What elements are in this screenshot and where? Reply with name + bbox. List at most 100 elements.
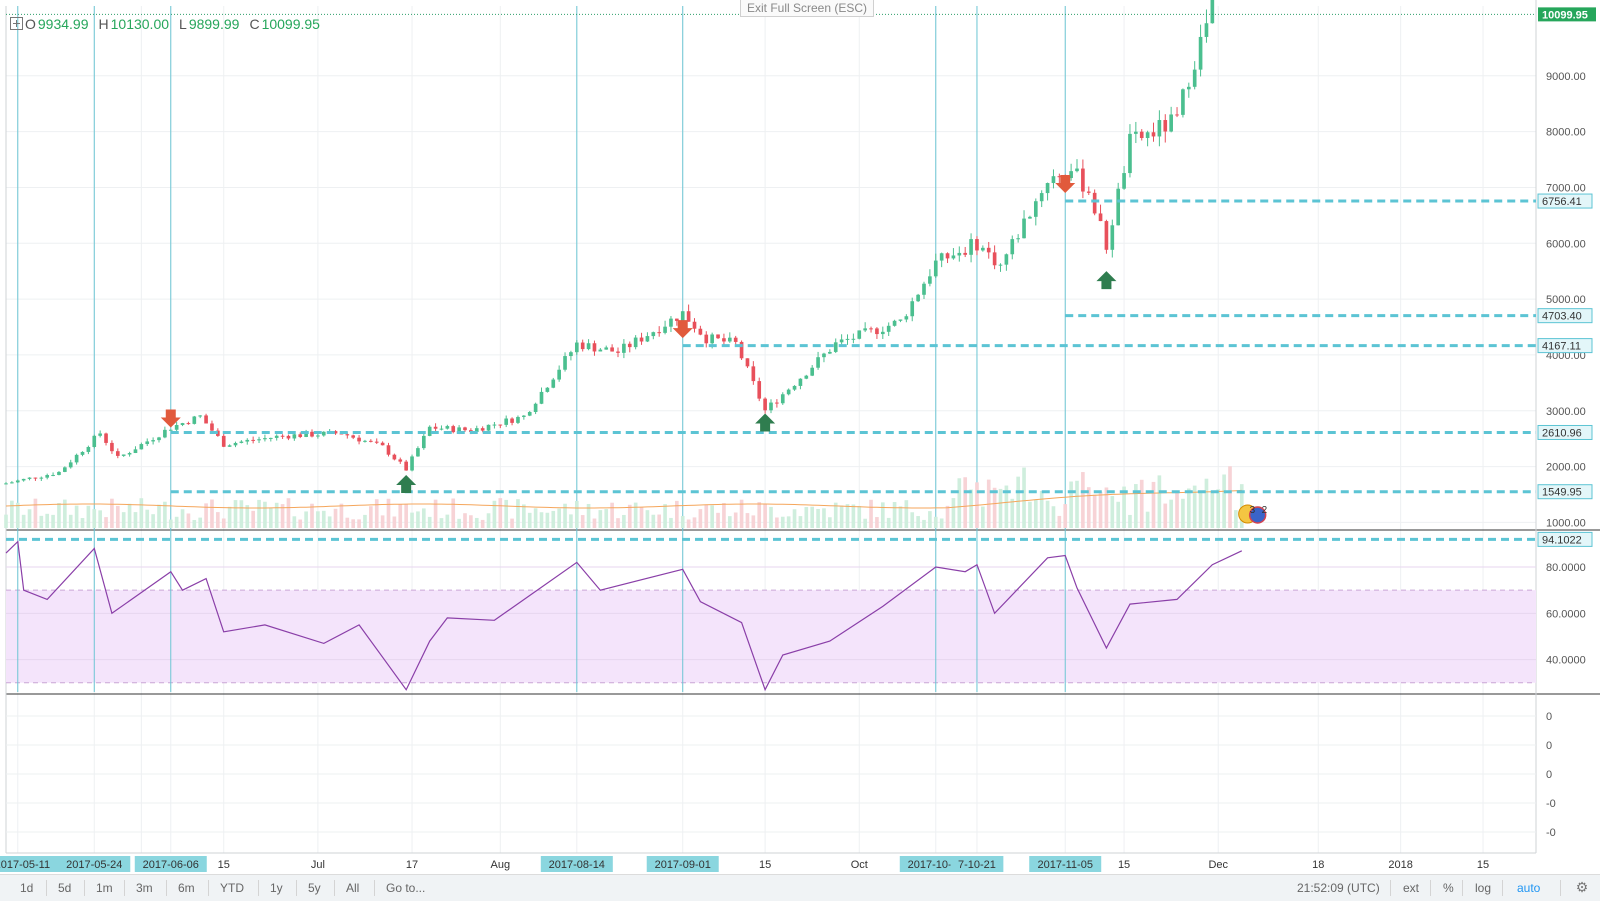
volume-bar <box>527 512 532 528</box>
volume-bar <box>839 505 844 528</box>
volume-bar <box>533 508 538 528</box>
volume-bar <box>981 506 985 528</box>
range-1y-button[interactable]: 1y <box>270 881 283 895</box>
candle <box>733 337 738 342</box>
volume-bar <box>516 499 520 528</box>
volume-bar <box>398 504 403 528</box>
volume-bar <box>404 504 408 528</box>
volume-bar <box>1016 476 1020 528</box>
time-tick-label: 2017-06-06 <box>143 859 199 871</box>
volume-bar <box>957 478 962 528</box>
candle <box>168 429 173 431</box>
volume-bar <box>780 516 785 528</box>
close-label: C <box>249 16 260 32</box>
candle <box>698 328 703 335</box>
time-tick-label: 15 <box>218 859 230 871</box>
candle <box>410 456 414 471</box>
volume-bar <box>1222 474 1226 528</box>
candle <box>822 353 826 358</box>
candle <box>975 239 979 251</box>
volume-bar <box>680 515 685 528</box>
event-badge-count: 2 <box>1262 505 1268 516</box>
volume-bar <box>763 503 767 528</box>
percent-toggle[interactable]: % <box>1443 881 1454 895</box>
volume-bar <box>1022 467 1026 528</box>
volume-bar <box>445 514 450 528</box>
auto-toggle[interactable]: auto <box>1517 881 1541 895</box>
volume-bar <box>645 510 650 528</box>
volume-bar <box>374 499 379 528</box>
volume-bar <box>610 502 614 528</box>
goto-button[interactable]: Go to... <box>386 881 426 895</box>
range-6m-button[interactable]: 6m <box>178 881 195 895</box>
candle <box>675 318 679 321</box>
candle <box>833 342 838 352</box>
volume-bar <box>68 514 73 528</box>
candle <box>139 444 144 450</box>
candle <box>1139 131 1144 139</box>
candle <box>998 264 1003 266</box>
range-ytd-button[interactable]: YTD <box>220 881 244 895</box>
volume-bar <box>1239 484 1244 528</box>
volume-bar <box>192 519 197 528</box>
volume-bar <box>163 501 167 528</box>
volume-bar <box>410 512 414 528</box>
candle <box>857 330 862 339</box>
candle <box>775 402 779 404</box>
candle <box>374 441 379 443</box>
range-all-button[interactable]: All <box>346 881 360 895</box>
gear-icon[interactable]: ⚙ <box>1575 879 1589 895</box>
utc-clock[interactable]: 21:52:09 (UTC) <box>1297 881 1380 895</box>
candle <box>616 351 620 353</box>
volume-bar <box>486 513 491 528</box>
candle <box>939 253 944 261</box>
candle <box>1010 239 1015 255</box>
range-5y-button[interactable]: 5y <box>308 881 321 895</box>
candle <box>457 427 461 433</box>
candle <box>769 402 773 411</box>
candle <box>580 342 585 350</box>
candle <box>657 332 662 334</box>
rsi-line <box>5 540 1243 692</box>
range-3m-button[interactable]: 3m <box>136 881 153 895</box>
range-1d-button[interactable]: 1d <box>20 881 34 895</box>
candle <box>651 332 656 337</box>
candle <box>404 461 408 471</box>
range-1m-button[interactable]: 1m <box>96 881 113 895</box>
candle <box>633 337 638 348</box>
buy-arrow-icon <box>396 474 417 493</box>
ext-toggle[interactable]: ext <box>1403 881 1420 895</box>
range-5d-button[interactable]: 5d <box>58 881 72 895</box>
time-marker-tag-bg <box>134 856 207 872</box>
candle <box>804 375 809 379</box>
chart-canvas[interactable]: 1000.002000.003000.004000.005000.006000.… <box>0 0 1600 874</box>
candle <box>981 247 985 251</box>
volume-bar <box>145 509 150 528</box>
candle <box>51 474 55 476</box>
volume-bar <box>439 518 444 528</box>
candle <box>986 247 991 253</box>
candle <box>86 446 91 452</box>
candle <box>433 426 438 429</box>
candle <box>1110 225 1115 250</box>
candle <box>186 423 191 425</box>
candle <box>869 328 873 330</box>
volume-bar <box>1069 481 1073 528</box>
candle <box>922 283 926 295</box>
candle <box>1104 221 1109 250</box>
volume-bar <box>1063 504 1068 528</box>
volume-bar <box>933 516 938 528</box>
log-toggle[interactable]: log <box>1475 881 1492 895</box>
volume-bar <box>416 511 420 528</box>
candle <box>916 294 920 302</box>
volume-bar <box>786 516 791 528</box>
candle <box>63 467 67 472</box>
volume-bar <box>57 502 61 528</box>
expand-icon[interactable] <box>10 17 23 30</box>
volume-bar <box>357 519 361 528</box>
candle <box>357 437 361 442</box>
volume-bar <box>1081 472 1085 528</box>
exit-fullscreen-button[interactable]: Exit Full Screen (ESC) <box>740 0 875 17</box>
candle <box>545 387 550 392</box>
candle <box>157 437 161 441</box>
